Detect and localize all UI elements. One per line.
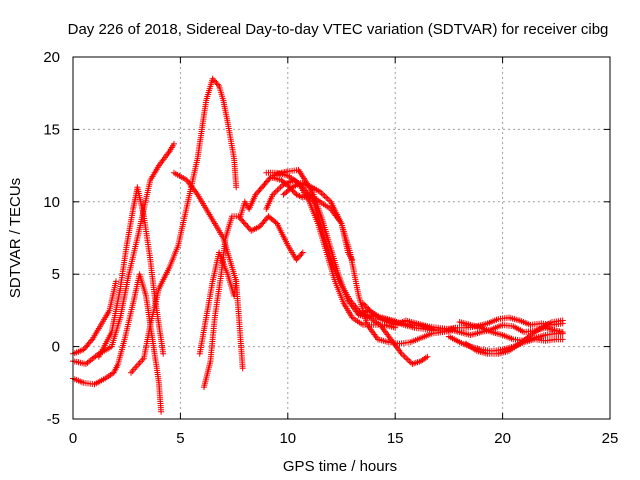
series-arc-7 [201, 213, 306, 391]
series-markers [463, 317, 566, 357]
x-tick-label: 25 [602, 430, 619, 447]
series-arc-10 [263, 169, 399, 331]
x-tick-label: 0 [69, 430, 77, 447]
series-markers [171, 169, 246, 372]
series-markers [280, 180, 454, 347]
series-arc-13 [280, 180, 454, 347]
x-tick-label: 20 [494, 430, 511, 447]
y-tick-label: -5 [47, 411, 60, 428]
y-tick-label: 5 [52, 266, 60, 283]
series-markers [201, 213, 306, 391]
series-markers [128, 75, 240, 376]
series-arc-6 [171, 169, 246, 372]
series-markers [263, 169, 399, 331]
series-markers [355, 307, 566, 333]
series-arc-5 [128, 75, 240, 376]
series-markers [95, 184, 167, 360]
series-arc-4 [95, 184, 167, 360]
series-markers [196, 249, 240, 357]
x-axis-label: GPS time / hours [283, 458, 397, 475]
series-arc-14 [355, 307, 566, 333]
y-tick-label: 20 [43, 49, 60, 66]
data-marks [70, 75, 566, 415]
plot-frame [72, 56, 611, 420]
x-tick-label: 15 [387, 430, 404, 447]
y-tick-label: 10 [43, 194, 60, 211]
series-arc-18 [463, 317, 566, 357]
chart-title: Day 226 of 2018, Sidereal Day-to-day VTE… [68, 21, 609, 38]
axis-ticks: 0 5 10 15 20 25 -5 0 5 10 15 20 [43, 49, 618, 447]
x-tick-label: 5 [176, 430, 184, 447]
y-tick-label: 0 [52, 339, 60, 356]
y-tick-label: 15 [43, 121, 60, 138]
y-axis-label: SDTVAR / TECUs [7, 178, 24, 298]
x-tick-label: 10 [279, 430, 296, 447]
series-arc-8 [196, 249, 240, 357]
